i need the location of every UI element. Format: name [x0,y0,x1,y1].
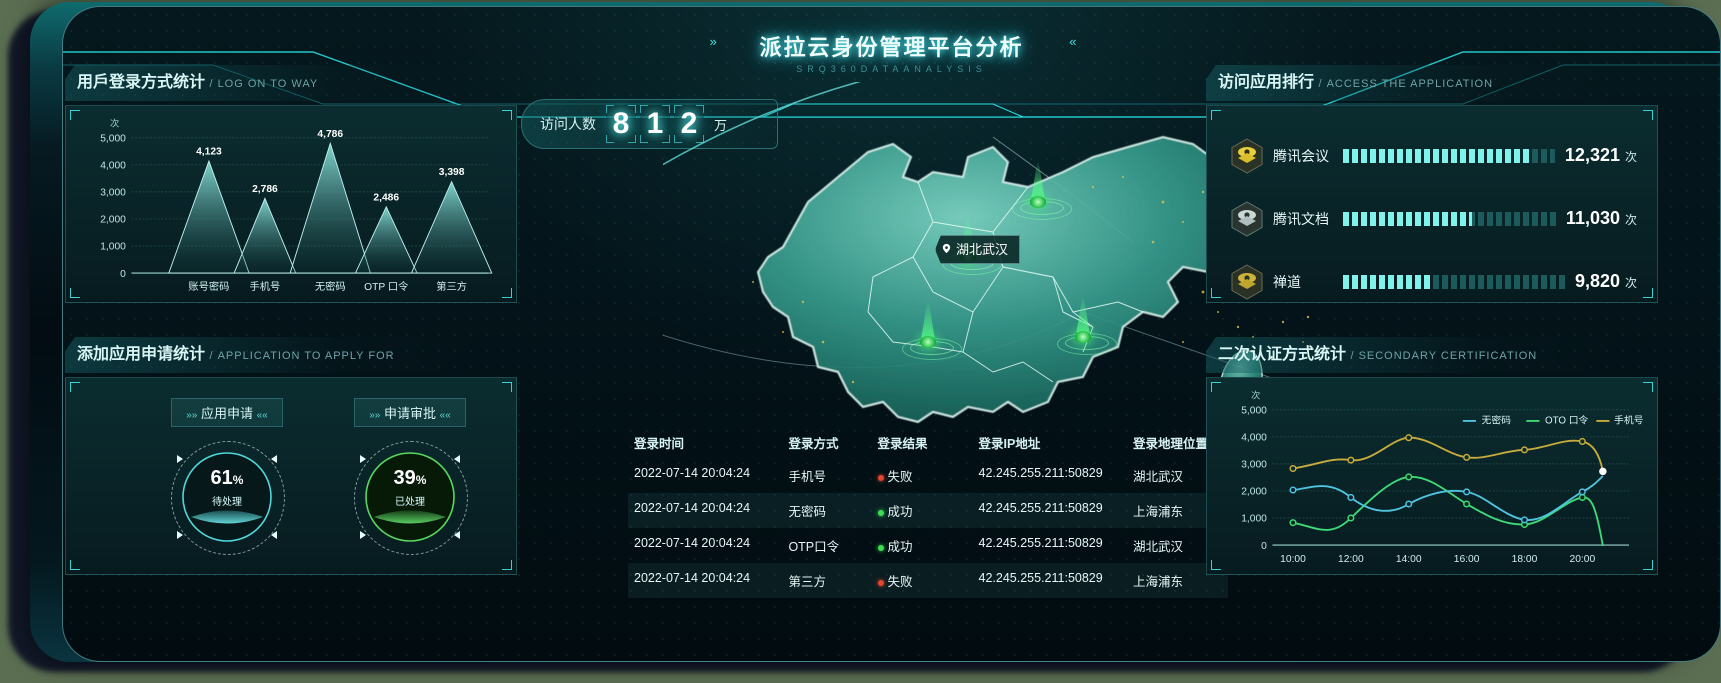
svg-text:20:00: 20:00 [1570,554,1596,565]
svg-text:2,000: 2,000 [100,215,126,226]
svg-text:OTO 口令: OTO 口令 [1545,414,1589,427]
svg-text:次: 次 [110,118,119,129]
svg-text:0: 0 [120,269,126,280]
svg-text:2,786: 2,786 [252,184,278,195]
svg-text:4,786: 4,786 [317,129,343,140]
svg-text:12:00: 12:00 [1338,554,1364,565]
svg-text:第三方: 第三方 [436,280,467,293]
svg-text:1,000: 1,000 [1241,514,1267,525]
svg-text:手机号: 手机号 [1614,414,1644,427]
svg-text:10:00: 10:00 [1280,554,1306,565]
svg-text:3,000: 3,000 [100,188,126,199]
svg-text:3,398: 3,398 [439,167,465,178]
svg-text:4,000: 4,000 [1241,433,1267,444]
svg-text:1,000: 1,000 [100,242,126,253]
svg-text:2,000: 2,000 [1241,487,1267,498]
svg-text:5,000: 5,000 [1241,405,1267,416]
svg-text:14:00: 14:00 [1396,554,1422,565]
svg-text:3,000: 3,000 [1241,460,1267,471]
svg-text:0: 0 [1261,541,1267,552]
svg-text:次: 次 [1251,390,1260,401]
svg-text:无密码: 无密码 [315,280,346,293]
svg-text:4,123: 4,123 [196,147,222,158]
svg-text:16:00: 16:00 [1454,554,1480,565]
svg-text:5,000: 5,000 [100,133,126,144]
svg-text:4,000: 4,000 [100,161,126,172]
svg-text:18:00: 18:00 [1512,554,1538,565]
svg-text:2,486: 2,486 [373,192,399,203]
svg-text:手机号: 手机号 [250,280,281,293]
svg-text:账号密码: 账号密码 [188,280,229,293]
svg-text:OTP 口令: OTP 口令 [364,280,408,293]
svg-text:无密码: 无密码 [1482,414,1512,427]
